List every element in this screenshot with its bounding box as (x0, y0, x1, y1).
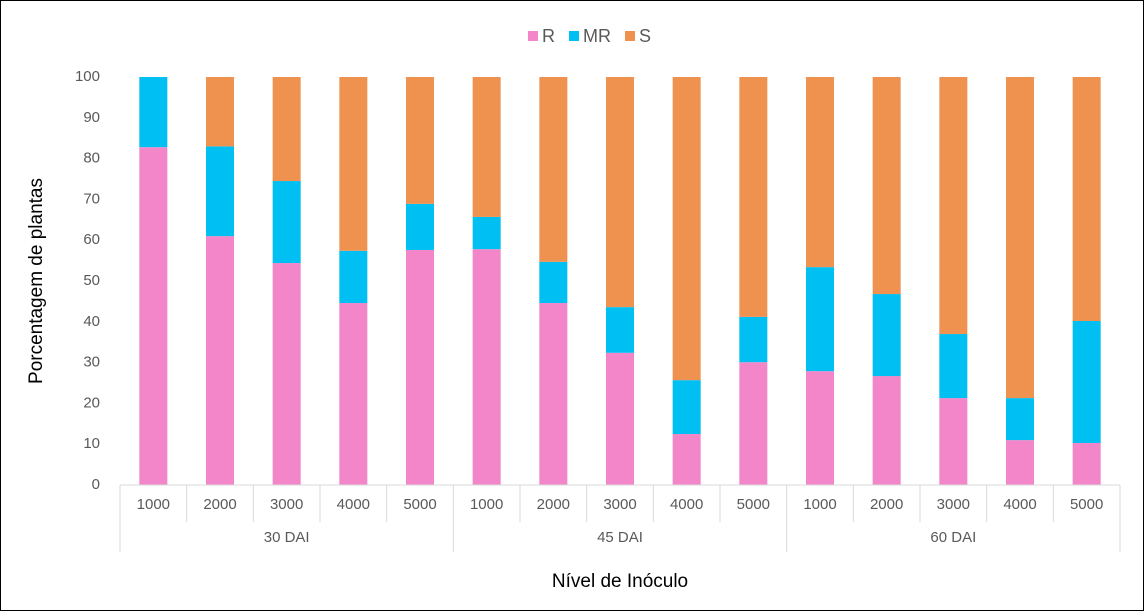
y-tick-label: 40 (83, 313, 100, 330)
y-tick-label: 100 (75, 68, 100, 85)
group-label: 45 DAI (597, 529, 643, 546)
x-tick-label: 1000 (137, 496, 170, 513)
x-tick-label: 5000 (403, 496, 436, 513)
y-tick-label: 90 (83, 109, 100, 126)
x-tick-label: 3000 (270, 496, 303, 513)
bar-segment (1006, 77, 1034, 399)
y-tick-label: 60 (83, 231, 100, 248)
bar-segment (206, 146, 234, 237)
x-tick-label: 4000 (1003, 496, 1036, 513)
bar-segment (806, 77, 834, 268)
bar-segment (806, 267, 834, 372)
y-tick-label: 80 (83, 150, 100, 167)
bar-segment (739, 77, 768, 317)
x-tick-label: 3000 (937, 496, 970, 513)
bar-segment (406, 249, 434, 485)
bar-segment (872, 376, 901, 485)
bar-segment (272, 181, 301, 264)
x-tick-label: 2000 (537, 496, 570, 513)
x-tick-label: 2000 (870, 496, 903, 513)
bar-segment (606, 307, 634, 353)
bar-segment (739, 362, 768, 485)
bar-segment (339, 250, 368, 304)
bar-segment (539, 303, 568, 485)
bar-segment (872, 294, 901, 377)
bar-segment (539, 77, 568, 262)
bar-segment (406, 77, 434, 204)
bar-segment (806, 371, 834, 485)
bar-segment (1072, 442, 1101, 485)
x-tick-label: 1000 (803, 496, 836, 513)
bar-segment (139, 77, 168, 148)
bar-segment (539, 261, 568, 304)
y-axis-title: Porcentagem de plantas (26, 178, 47, 384)
x-tick-label: 3000 (603, 496, 636, 513)
x-axis-title: Nível de Inóculo (552, 571, 688, 592)
x-tick-label: 2000 (203, 496, 236, 513)
bar-segment (1006, 398, 1034, 441)
legend-swatch (625, 31, 635, 41)
bar-segment (339, 77, 368, 251)
bar-segment (206, 236, 234, 485)
bar-segment (272, 263, 301, 485)
legend-label: R (542, 26, 555, 46)
bar-segment (739, 316, 768, 363)
legend-swatch (528, 31, 538, 41)
bar-segment (939, 77, 968, 335)
legend-label: MR (583, 26, 611, 46)
x-tick-label: 4000 (670, 496, 703, 513)
bar-segment (472, 249, 501, 485)
bar-segment (672, 380, 701, 434)
bar-segment (472, 216, 501, 250)
legend-swatch (569, 31, 579, 41)
bar-segment (1006, 440, 1034, 485)
group-label: 60 DAI (930, 529, 976, 546)
bar-segment (139, 147, 168, 485)
group-label: 30 DAI (264, 529, 310, 546)
y-tick-label: 70 (83, 190, 100, 207)
bar-segment (606, 352, 634, 485)
bar-segment (672, 77, 701, 381)
y-tick-label: 20 (83, 394, 100, 411)
y-tick-label: 50 (83, 272, 100, 289)
bar-segment (206, 77, 234, 147)
legend-label: S (639, 26, 651, 46)
bar-segment (606, 77, 634, 308)
bar-segment (939, 334, 968, 399)
bar-segment (1072, 320, 1101, 443)
bar-segment (472, 77, 501, 217)
x-tick-label: 4000 (337, 496, 370, 513)
y-tick-label: 10 (83, 435, 100, 452)
x-tick-label: 5000 (737, 496, 770, 513)
bar-segment (406, 203, 434, 250)
bar-segment (272, 77, 301, 182)
y-tick-label: 0 (92, 476, 100, 493)
bar-segment (939, 398, 968, 485)
x-tick-label: 5000 (1070, 496, 1103, 513)
y-tick-label: 30 (83, 354, 100, 371)
bar-segment (872, 77, 901, 295)
bar-segment (339, 303, 368, 485)
bar-segment (1072, 77, 1101, 321)
bar-segment (672, 434, 701, 485)
x-tick-label: 1000 (470, 496, 503, 513)
